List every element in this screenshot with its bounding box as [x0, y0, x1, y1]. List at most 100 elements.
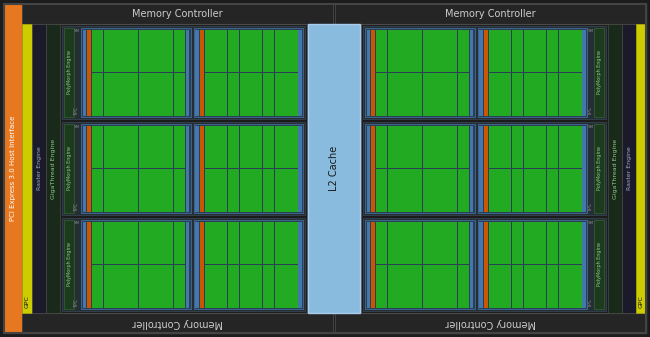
Bar: [205, 51, 216, 72]
Text: PolyMorph Engine: PolyMorph Engine: [66, 243, 72, 286]
Bar: [411, 94, 422, 116]
Bar: [162, 30, 174, 51]
Bar: [570, 73, 582, 94]
Bar: [240, 147, 251, 168]
Bar: [162, 147, 174, 168]
Bar: [489, 243, 500, 264]
Bar: [489, 51, 500, 72]
Bar: [83, 221, 86, 307]
Bar: [116, 30, 127, 51]
Bar: [535, 51, 547, 72]
Bar: [636, 24, 646, 313]
Bar: [446, 243, 458, 264]
Bar: [104, 30, 115, 51]
Bar: [387, 265, 399, 286]
Bar: [150, 265, 162, 286]
Bar: [46, 24, 60, 313]
Bar: [92, 51, 103, 72]
Bar: [138, 221, 150, 243]
Bar: [484, 30, 488, 116]
Bar: [594, 124, 604, 213]
Bar: [446, 147, 458, 168]
Bar: [367, 221, 370, 307]
Bar: [399, 94, 411, 116]
Bar: [376, 169, 387, 190]
Bar: [216, 73, 228, 94]
Bar: [523, 125, 535, 147]
Bar: [228, 265, 239, 286]
Bar: [205, 30, 216, 51]
Bar: [558, 221, 570, 243]
Bar: [446, 265, 458, 286]
Bar: [150, 169, 162, 190]
Bar: [87, 125, 91, 212]
Bar: [523, 190, 535, 212]
Bar: [399, 286, 411, 307]
Bar: [240, 190, 251, 212]
Bar: [458, 265, 469, 286]
Bar: [523, 73, 535, 94]
Text: Memory Controller: Memory Controller: [445, 318, 536, 328]
Text: PolyMorph Engine: PolyMorph Engine: [597, 243, 601, 286]
Bar: [127, 243, 138, 264]
Bar: [22, 4, 333, 24]
Bar: [240, 221, 251, 243]
Bar: [116, 51, 127, 72]
Bar: [263, 243, 274, 264]
Bar: [138, 73, 150, 94]
Bar: [458, 30, 469, 51]
Bar: [200, 30, 203, 116]
Bar: [263, 125, 274, 147]
Bar: [387, 190, 399, 212]
Bar: [489, 147, 500, 168]
Bar: [127, 30, 138, 51]
Bar: [205, 286, 216, 307]
Bar: [174, 169, 185, 190]
Bar: [83, 125, 86, 212]
Bar: [263, 147, 274, 168]
Bar: [252, 30, 263, 51]
Text: GPC: GPC: [638, 295, 644, 308]
Bar: [399, 221, 411, 243]
Text: GigaThread Engine: GigaThread Engine: [51, 139, 55, 198]
Bar: [174, 147, 185, 168]
Bar: [411, 147, 422, 168]
Bar: [535, 30, 547, 51]
Bar: [150, 221, 162, 243]
Bar: [174, 51, 185, 72]
Bar: [138, 94, 150, 116]
Bar: [458, 221, 469, 243]
Bar: [127, 94, 138, 116]
Bar: [92, 30, 103, 51]
Bar: [422, 51, 434, 72]
Bar: [523, 94, 535, 116]
Bar: [162, 265, 174, 286]
Bar: [174, 286, 185, 307]
Bar: [547, 94, 558, 116]
Bar: [622, 24, 636, 313]
Bar: [535, 243, 547, 264]
Bar: [150, 51, 162, 72]
Bar: [523, 243, 535, 264]
Bar: [216, 286, 228, 307]
Bar: [458, 243, 469, 264]
Bar: [523, 169, 535, 190]
Bar: [162, 243, 174, 264]
Bar: [286, 243, 298, 264]
Bar: [363, 26, 606, 119]
Bar: [205, 125, 216, 147]
Bar: [205, 94, 216, 116]
Bar: [286, 51, 298, 72]
Bar: [558, 243, 570, 264]
Bar: [162, 73, 174, 94]
Text: L2 Cache: L2 Cache: [329, 146, 339, 191]
Bar: [547, 147, 558, 168]
Bar: [484, 221, 488, 307]
Text: PolyMorph Engine: PolyMorph Engine: [597, 147, 601, 190]
Bar: [174, 265, 185, 286]
Bar: [335, 313, 646, 333]
Bar: [558, 94, 570, 116]
Bar: [478, 220, 587, 309]
Bar: [411, 286, 422, 307]
Bar: [216, 243, 228, 264]
